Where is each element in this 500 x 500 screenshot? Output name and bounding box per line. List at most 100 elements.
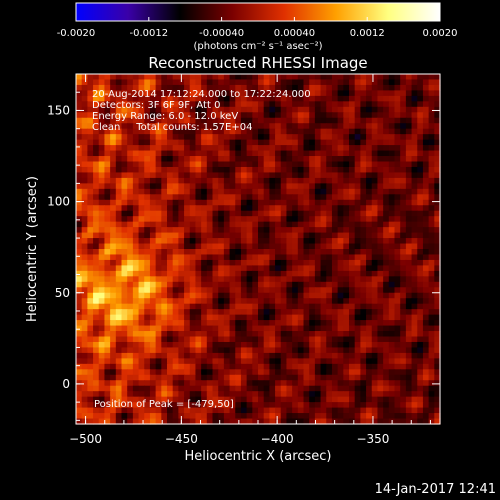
heatmap-pixel <box>240 331 248 338</box>
heatmap-pixel <box>417 205 424 212</box>
heatmap-pixel <box>93 413 100 420</box>
heatmap-pixel <box>161 177 168 184</box>
heatmap-pixel <box>286 227 293 234</box>
heatmap-pixel <box>178 227 185 234</box>
heatmap-pixel <box>286 407 293 414</box>
heatmap-pixel <box>371 210 379 217</box>
heatmap-pixel <box>354 106 361 113</box>
heatmap-pixel <box>394 249 401 256</box>
heatmap-pixel <box>292 325 299 332</box>
heatmap-pixel <box>206 150 214 157</box>
colorbar-tick-label: 0.0020 <box>423 28 458 39</box>
heatmap-pixel <box>201 188 208 195</box>
heatmap-pixel <box>206 287 214 294</box>
heatmap-pixel <box>127 112 134 119</box>
heatmap-pixel <box>292 177 299 184</box>
heatmap-pixel <box>343 369 350 376</box>
heatmap-pixel <box>110 232 117 239</box>
heatmap-pixel <box>189 199 197 206</box>
heatmap-pixel <box>155 221 162 228</box>
heatmap-pixel <box>286 188 293 195</box>
heatmap-pixel <box>184 205 191 212</box>
heatmap-pixel <box>195 232 202 239</box>
heatmap-pixel <box>394 413 401 420</box>
heatmap-pixel <box>428 341 435 349</box>
heatmap-pixel <box>81 106 88 113</box>
heatmap-pixel <box>309 276 316 283</box>
heatmap-pixel <box>127 123 134 130</box>
heatmap-pixel <box>252 210 259 217</box>
heatmap-pixel <box>184 166 191 174</box>
heatmap-pixel <box>309 139 316 146</box>
heatmap-pixel <box>138 172 145 179</box>
heatmap-pixel <box>132 79 140 86</box>
heatmap-pixel <box>184 407 191 414</box>
heatmap-pixel <box>104 336 111 343</box>
heatmap-pixel <box>388 84 396 92</box>
heatmap-pixel <box>155 281 162 288</box>
heatmap-pixel <box>240 227 248 234</box>
heatmap-pixel <box>411 128 418 135</box>
heatmap-pixel <box>132 281 140 288</box>
heatmap-pixel <box>320 210 327 217</box>
heatmap-pixel <box>405 123 413 130</box>
heatmap-pixel <box>417 238 424 245</box>
heatmap-pixel <box>354 128 361 135</box>
heatmap-pixel <box>411 341 418 349</box>
heatmap-pixel <box>292 270 299 277</box>
heatmap-pixel <box>178 385 185 392</box>
heatmap-pixel <box>212 134 219 141</box>
heatmap-pixel <box>303 369 310 376</box>
heatmap-pixel <box>377 199 384 206</box>
heatmap-pixel <box>303 95 310 102</box>
heatmap-pixel <box>121 396 128 403</box>
heatmap-pixel <box>309 210 316 217</box>
heatmap-pixel <box>189 303 197 310</box>
heatmap-pixel <box>98 84 106 92</box>
heatmap-pixel <box>388 90 396 97</box>
heatmap-pixel <box>400 123 407 130</box>
heatmap-pixel <box>326 106 333 113</box>
heatmap-pixel <box>155 106 162 113</box>
heatmap-pixel <box>115 172 123 179</box>
heatmap-pixel <box>229 106 236 113</box>
heatmap-pixel <box>258 270 265 277</box>
heatmap-pixel <box>218 205 225 212</box>
heatmap-pixel <box>252 276 259 283</box>
heatmap-pixel <box>343 391 350 398</box>
heatmap-pixel <box>104 90 111 97</box>
heatmap-pixel <box>184 369 191 376</box>
heatmap-pixel <box>434 145 441 152</box>
heatmap-pixel <box>127 188 134 195</box>
heatmap-pixel <box>417 172 424 179</box>
heatmap-pixel <box>297 183 305 190</box>
heatmap-pixel <box>292 172 299 179</box>
heatmap-pixel <box>144 418 151 425</box>
heatmap-pixel <box>269 363 276 370</box>
heatmap-pixel <box>189 150 197 157</box>
heatmap-pixel <box>269 227 276 234</box>
heatmap-pixel <box>286 385 293 392</box>
heatmap-pixel <box>167 84 174 92</box>
heatmap-pixel <box>377 352 384 359</box>
heatmap-pixel <box>314 79 322 86</box>
heatmap-pixel <box>320 117 327 124</box>
heatmap-pixel <box>178 134 185 141</box>
heatmap-pixel <box>428 413 435 420</box>
heatmap-pixel <box>258 199 265 206</box>
heatmap-pixel <box>87 331 94 338</box>
heatmap-pixel <box>388 194 396 201</box>
heatmap-pixel <box>422 177 430 184</box>
heatmap-pixel <box>314 391 322 398</box>
heatmap-pixel <box>235 161 242 168</box>
heatmap-pixel <box>212 287 219 294</box>
heatmap-pixel <box>178 95 185 102</box>
heatmap-pixel <box>320 139 327 146</box>
heatmap-pixel <box>98 331 106 338</box>
heatmap-pixel <box>354 309 361 316</box>
heatmap-pixel <box>371 413 379 420</box>
heatmap-pixel <box>144 270 151 277</box>
heatmap-pixel <box>428 139 435 146</box>
heatmap-pixel <box>314 418 322 425</box>
heatmap-pixel <box>93 205 100 212</box>
